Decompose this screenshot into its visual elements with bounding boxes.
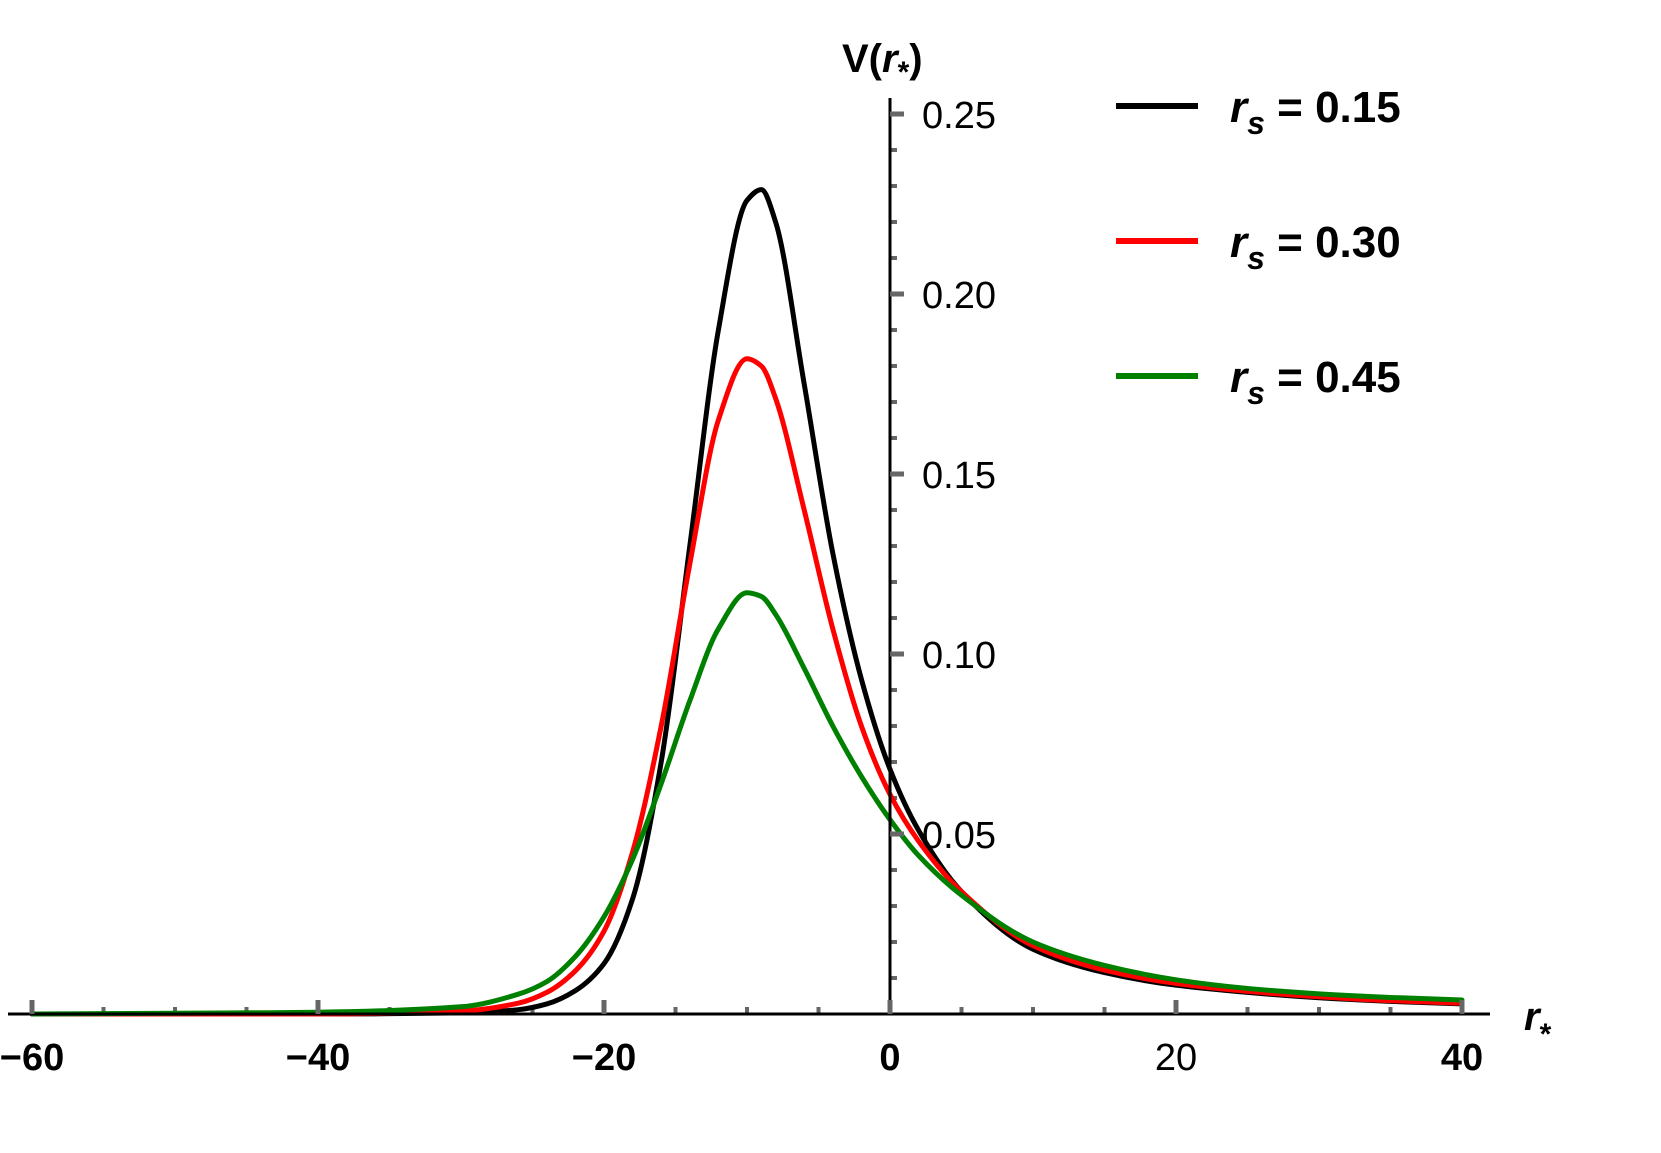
x-tick-label: −40 [286, 1037, 350, 1079]
y-axis-title-sub: * [898, 56, 910, 89]
y-axis-title: V(r*) [842, 37, 923, 89]
series-curves [29, 187, 1465, 1017]
legend-label-value: = 0.45 [1265, 353, 1401, 402]
x-axis-title-base: r [1524, 995, 1542, 1039]
x-tick-label: 20 [1155, 1037, 1197, 1079]
y-tick-labels: 0.05 0.10 0.15 0.20 0.25 [922, 95, 996, 857]
series-line-3 [29, 590, 1465, 1017]
x-tick-label: 0 [879, 1037, 900, 1079]
legend-label: rs = 0.15 [1230, 83, 1401, 141]
legend-label-sub: s [1247, 105, 1265, 141]
y-tick-label: 0.10 [922, 635, 996, 677]
y-axis-title-prefix: V( [842, 37, 883, 81]
x-axis-title: r* [1524, 995, 1552, 1051]
legend-label-base: r [1230, 218, 1250, 267]
y-axis-title-suffix: ) [909, 37, 922, 81]
y-tick-label: 0.20 [922, 275, 996, 317]
legend-label: rs = 0.45 [1230, 353, 1401, 411]
series-line-1 [29, 187, 1465, 1017]
y-tick-label: 0.05 [922, 815, 996, 857]
legend-label-sub: s [1247, 240, 1265, 276]
minor-ticks [101, 148, 1393, 1014]
x-tick-labels: −60 −40 −20 0 20 40 [0, 1037, 1483, 1079]
x-tick-label: −20 [572, 1037, 636, 1079]
legend-label-value: = 0.30 [1265, 218, 1401, 267]
y-axis-title-base: r [882, 37, 900, 81]
legend-label-base: r [1230, 353, 1250, 402]
legend-label-sub: s [1247, 375, 1265, 411]
major-ticks [29, 111, 1465, 1014]
y-tick-label: 0.25 [922, 95, 996, 137]
x-axis-title-sub: * [1540, 1018, 1552, 1051]
x-tick-label: 40 [1441, 1037, 1483, 1079]
x-tick-label: −60 [0, 1037, 64, 1079]
legend-label-base: r [1230, 83, 1250, 132]
legend-label: rs = 0.30 [1230, 218, 1401, 276]
legend-label-value: = 0.15 [1265, 83, 1401, 132]
series-line-2 [29, 356, 1465, 1017]
y-tick-label: 0.15 [922, 455, 996, 497]
